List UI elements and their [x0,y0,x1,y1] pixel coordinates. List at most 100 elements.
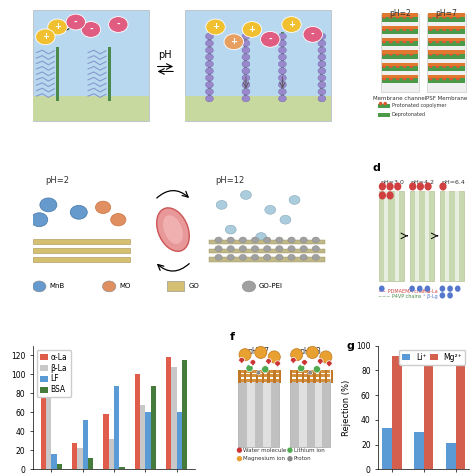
Circle shape [237,447,242,453]
Bar [167,282,183,292]
Bar [33,9,149,121]
Circle shape [265,205,276,214]
Text: pH=2: pH=2 [389,9,411,18]
Bar [290,374,330,377]
Circle shape [289,195,300,204]
Bar [172,366,177,469]
Circle shape [251,246,259,252]
Circle shape [317,362,319,365]
Circle shape [318,54,326,60]
Bar [238,370,279,373]
Circle shape [320,351,332,363]
Circle shape [278,95,286,102]
Ellipse shape [163,215,183,244]
Text: pH=3: pH=3 [299,347,321,356]
Circle shape [436,39,439,44]
Circle shape [287,456,292,461]
Circle shape [379,182,386,191]
Circle shape [447,285,453,292]
Bar [185,9,331,121]
Text: ~~~ P4VP chains: ~~~ P4VP chains [378,294,422,299]
Circle shape [456,27,460,31]
Circle shape [326,365,328,367]
Circle shape [206,61,213,67]
Text: GO-PEI: GO-PEI [259,283,283,290]
Circle shape [417,182,424,191]
Bar [210,240,325,245]
Circle shape [215,246,222,252]
Bar [378,112,390,117]
Bar [428,38,465,41]
Bar [428,54,465,59]
Circle shape [95,201,110,213]
Circle shape [449,39,453,44]
Circle shape [439,182,447,191]
Bar [428,41,465,46]
Text: +: + [288,20,295,29]
Bar [382,17,418,22]
Bar [88,458,93,469]
Circle shape [379,285,384,292]
Bar [82,420,88,469]
Ellipse shape [157,208,189,251]
Bar [256,370,258,383]
Circle shape [409,285,415,292]
Text: b: b [372,0,379,2]
Bar [428,26,465,29]
Text: d: d [372,163,380,173]
Circle shape [409,15,413,18]
Circle shape [402,15,407,18]
Circle shape [318,47,326,54]
Bar [455,191,459,281]
Circle shape [318,89,326,95]
Circle shape [428,76,433,81]
Circle shape [287,447,292,453]
Circle shape [436,15,439,18]
Circle shape [409,27,413,31]
Circle shape [276,237,283,243]
Circle shape [396,39,400,44]
Bar [425,191,429,281]
Circle shape [409,64,413,68]
Circle shape [251,254,259,260]
Circle shape [242,82,250,88]
Circle shape [449,64,453,68]
Circle shape [317,358,323,365]
Circle shape [239,237,246,243]
Bar [383,428,392,469]
Bar [290,370,292,383]
Circle shape [396,64,400,68]
Circle shape [278,40,286,46]
Circle shape [264,254,271,260]
Circle shape [278,75,286,81]
Bar [320,32,323,101]
Circle shape [225,225,236,234]
Bar [46,369,51,469]
Circle shape [251,237,259,243]
Circle shape [261,31,280,47]
Legend: Li⁺, Mg²⁺: Li⁺, Mg²⁺ [400,349,465,365]
Circle shape [321,362,324,365]
Circle shape [288,237,295,243]
Text: -: - [89,25,93,34]
Circle shape [250,360,256,365]
Circle shape [255,346,267,358]
Circle shape [409,182,416,191]
Bar [51,454,56,469]
Text: Magnesium ion: Magnesium ion [244,456,285,461]
Bar [41,366,46,469]
Circle shape [294,361,297,364]
Bar [77,448,82,469]
Circle shape [379,191,386,200]
Circle shape [81,21,100,37]
Bar [108,47,110,101]
Circle shape [318,40,326,46]
Bar [208,32,211,101]
Bar [33,96,149,121]
Circle shape [110,213,126,226]
Circle shape [242,54,250,60]
Circle shape [436,64,439,68]
Bar [267,370,270,383]
Circle shape [227,246,234,252]
Bar [382,41,418,46]
